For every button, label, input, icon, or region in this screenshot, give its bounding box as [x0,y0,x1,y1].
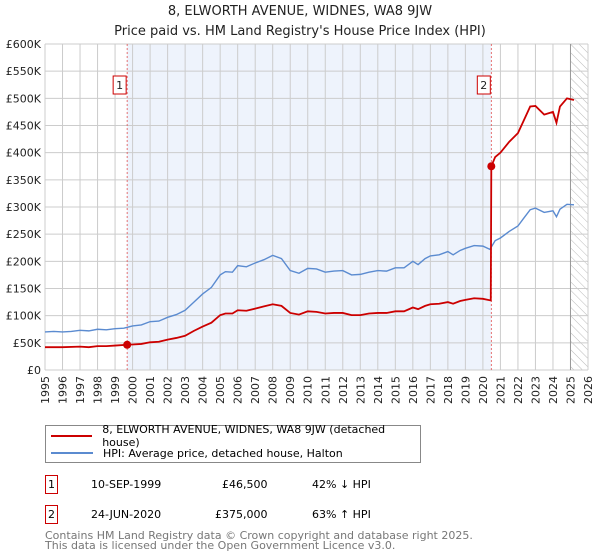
x-tick-label: 2023 [529,376,542,404]
legend-swatch-property [51,435,93,437]
x-tick-label: 2008 [267,376,280,404]
legend: 8, ELWORTH AVENUE, WIDNES, WA8 9JW (deta… [45,423,421,463]
y-tick-label: £550K [6,65,42,78]
x-tick-label: 1998 [92,376,105,404]
x-tick-label: 1999 [109,376,122,404]
transaction-price: £375,000 [215,508,268,521]
sale-label: 1 [116,79,123,92]
y-tick-label: £200K [6,255,42,268]
transaction-date: 24-JUN-2020 [91,508,162,521]
transaction-marker: 1 [45,475,58,494]
x-tick-label: 2021 [494,376,507,404]
x-tick-label: 2019 [459,376,472,404]
x-tick-label: 2015 [389,376,402,404]
sale-label: 2 [480,79,487,92]
transaction-row: 1 10-SEP-1999 £46,500 42% ↓ HPI [45,475,445,495]
property-price-line [45,97,575,349]
sale-point [123,340,132,349]
transaction-date: 10-SEP-1999 [91,478,162,491]
x-tick-label: 2003 [179,376,192,404]
y-tick-label: £350K [6,174,42,187]
legend-swatch-hpi [51,452,93,454]
transaction-hpi: 63% ↑ HPI [312,508,371,521]
legend-label-property: 8, ELWORTH AVENUE, WIDNES, WA8 9JW (deta… [102,423,386,449]
footer-copyright: Contains HM Land Registry data © Crown c… [45,529,473,542]
x-tick-label: 2005 [214,376,227,404]
y-tick-label: £500K [6,92,42,105]
legend-item-property: 8, ELWORTH AVENUE, WIDNES, WA8 9JW (deta… [51,423,420,449]
x-tick-label: 2002 [162,376,175,404]
x-tick-label: 2017 [424,376,437,404]
x-tick-label: 2014 [372,376,385,404]
chart-title: 8, ELWORTH AVENUE, WIDNES, WA8 9JW [167,4,433,19]
x-tick-label: 1997 [74,376,87,404]
sale-label-box [476,75,491,95]
x-tick-label: 2018 [442,376,455,404]
x-tick-label: 2022 [512,376,525,404]
y-tick-label: £300K [6,201,42,214]
x-tick-label: 2024 [547,376,560,404]
x-tick-label: 2004 [197,376,210,404]
y-tick-label: £600K [6,38,42,51]
transaction-hpi: 42% ↓ HPI [312,478,371,491]
sale-point [487,162,496,171]
x-tick-label: 2007 [249,376,262,404]
legend-item-hpi: HPI: Average price, detached house, Halt… [51,445,343,461]
y-tick-label: £150K [6,283,42,296]
transaction-marker: 2 [45,505,58,524]
y-tick-label: £250K [6,228,42,241]
y-tick-label: £50K [13,337,42,350]
x-tick-label: 2010 [302,376,315,404]
transaction-row: 2 24-JUN-2020 £375,000 63% ↑ HPI [45,505,445,525]
chart-subtitle: Price paid vs. HM Land Registry's House … [114,24,486,39]
y-tick-label: £100K [6,310,42,323]
price-chart: 1995 1996 1997 1998 1999 2000 2001 2002 2003 2004… [6,38,595,404]
footer-licence: This data is licensed under the Open Gov… [45,539,396,552]
legend-label-hpi: HPI: Average price, detached house, Halt… [103,446,343,460]
x-tick-label: 2006 [232,376,245,404]
x-tick-label: 2000 [127,376,140,404]
x-tick-label: 2012 [337,376,350,404]
x-tick-label: 2026 [582,376,595,404]
x-tick-label: 2025 [564,376,577,404]
x-tick-label: 2020 [477,376,490,404]
x-tick-label: 2016 [407,376,420,404]
hpi-line [44,203,575,333]
x-tick-label: 2011 [319,376,332,404]
x-tick-label: 1995 [39,376,52,404]
x-tick-label: 1996 [57,376,70,404]
sale-label-box [112,75,127,95]
x-tick-label: 2001 [144,376,157,404]
y-tick-label: £0 [27,364,41,377]
x-tick-label: 2013 [354,376,367,404]
footer: Contains HM Land Registry data © Crown c… [45,529,473,552]
transaction-price: £46,500 [222,478,268,491]
y-tick-label: £400K [6,147,42,160]
y-tick-label: £450K [6,120,42,133]
x-tick-label: 2009 [284,376,297,404]
